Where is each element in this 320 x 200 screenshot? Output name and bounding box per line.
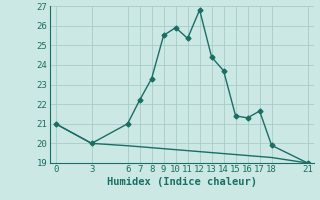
X-axis label: Humidex (Indice chaleur): Humidex (Indice chaleur) xyxy=(107,177,257,187)
